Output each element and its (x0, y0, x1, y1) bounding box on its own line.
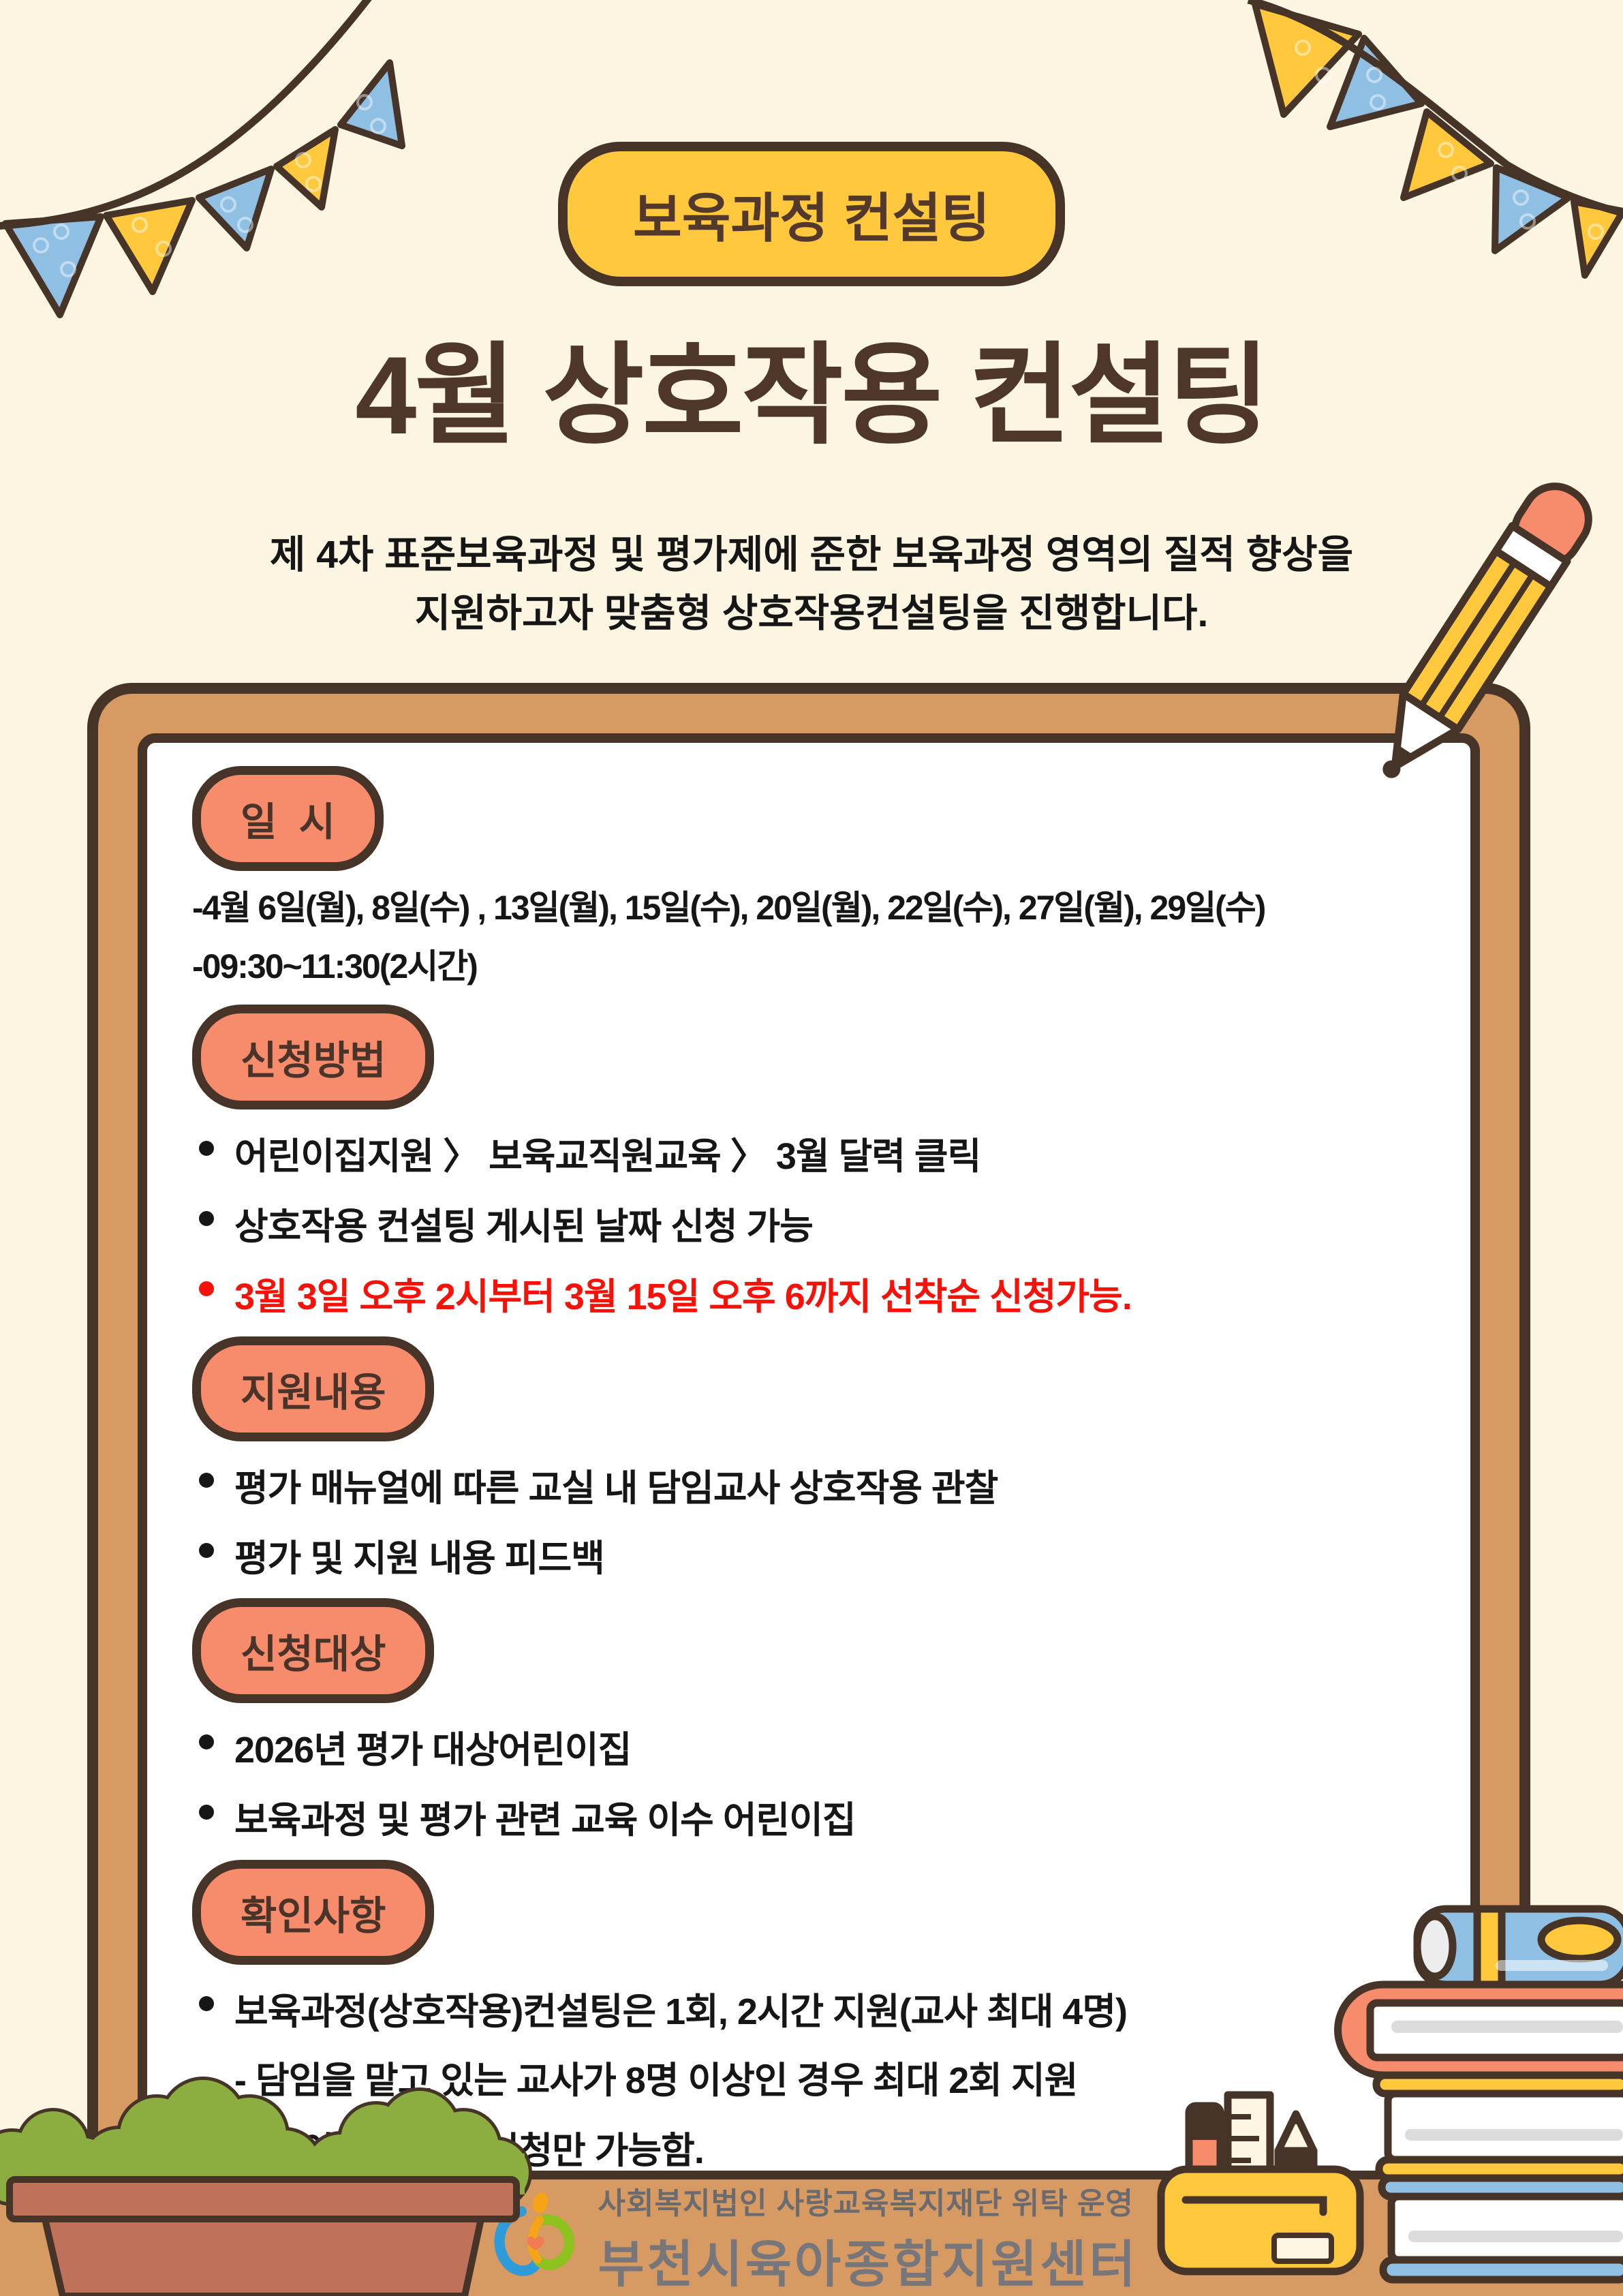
section-badge-apply: 신청방법 (192, 1005, 435, 1109)
bullet-sub-item: - 담임을 맡고 있는 교사가 8명 이상인 경우 최대 2회 지원 (234, 2060, 1078, 2101)
apply-deadline-text: 3월 3일 오후 2시부터 3월 15일 오후 6까지 선착순 신청가능. (234, 1276, 1132, 1317)
section-support: 지원내용 평가 매뉴얼에 따른 교실 내 담임교사 상호작용 관찰 평가 및 지… (192, 1336, 1425, 1582)
target-item-text: 보육과정 및 평가 관련 교육 이수 어린이집 (234, 1800, 856, 1841)
bullet-dot-icon (199, 1734, 214, 1749)
bullet-dot-icon (199, 1543, 214, 1558)
notes-item-text: 보육과정(상호작용)컨설팅은 1회, 2시간 지원(교사 최대 4명) (234, 1991, 1128, 2032)
bullet-item: 보육과정(상호작용)컨설팅은 1회, 2시간 지원(교사 최대 4명) (192, 1981, 1425, 2035)
section-badge-notes: 확인사항 (192, 1860, 435, 1965)
bullet-dot-icon (199, 1141, 214, 1156)
notes-item-text: 홈페이지를 통한 신청만 가능함. (234, 2130, 705, 2171)
apply-date-text: 상호작용 컨설팅 게시된 날짜 신청 가능 (234, 1206, 814, 1247)
apply-path-text: 어린이집지원 〉 보육교직원교육 〉 3월 달력 클릭 (234, 1136, 981, 1177)
whiteboard-surface: 일 시 -4월 6일(월), 8일(수) , 13일(월), 15일(수), 2… (138, 733, 1480, 2189)
schedule-time: -09:30~11:30(2시간) (192, 947, 478, 985)
bullet-dot-icon (199, 2135, 214, 2150)
schedule-dates: -4월 6일(월), 8일(수) , 13일(월), 15일(수), 20일(월… (192, 889, 1266, 927)
footer-center-name: 부천시육아종합지원센터 (598, 2236, 1139, 2293)
section-notes: 확인사항 보육과정(상호작용)컨설팅은 1회, 2시간 지원(교사 최대 4명)… (192, 1860, 1425, 2179)
category-badge: 보육과정 컨설팅 (558, 142, 1065, 286)
section-schedule: 일 시 -4월 6일(월), 8일(수) , 13일(월), 15일(수), 2… (192, 766, 1425, 988)
subtitle-line-2: 지원하고자 맞춤형 상호작용컨설팅을 진행합니다. (414, 591, 1209, 635)
center-logo-icon (493, 2192, 574, 2276)
bullet-item: 평가 매뉴얼에 따른 교실 내 담임교사 상호작용 관찰 (192, 1458, 1425, 1512)
section-badge-schedule: 일 시 (192, 766, 384, 871)
bullet-item: 보육과정 및 평가 관련 교육 이수 어린이집 (192, 1790, 1425, 1843)
footer-bar: 사회복지법인 사랑교육복지재단 위탁 운영 부천시육아종합지원센터 (0, 2171, 1623, 2296)
bunting-right-icon (1247, 0, 1623, 279)
bullet-dot-icon (199, 1211, 214, 1226)
bullet-item: 평가 및 지원 내용 피드백 (192, 1528, 1425, 1582)
bullet-dot-icon (199, 1996, 214, 2011)
subtitle: 제 4차 표준보육과정 및 평가제에 준한 보육과정 영역의 질적 향상을 지원… (0, 526, 1623, 643)
bullet-dot-icon (199, 1805, 214, 1820)
section-target: 신청대상 2026년 평가 대상어린이집 보육과정 및 평가 관련 교육 이수 … (192, 1598, 1425, 1843)
whiteboard-frame: 일 시 -4월 6일(월), 8일(수) , 13일(월), 15일(수), 2… (87, 683, 1530, 2219)
footer-operator-text: 사회복지법인 사랑교육복지재단 위탁 운영 (598, 2187, 1134, 2220)
page-title: 4월 상호작용 컨설팅 (355, 334, 1269, 457)
support-item-text: 평가 매뉴얼에 따른 교실 내 담임교사 상호작용 관찰 (234, 1468, 998, 1509)
support-item-text: 평가 및 지원 내용 피드백 (234, 1538, 605, 1579)
section-badge-support: 지원내용 (192, 1336, 435, 1441)
bullet-item: 어린이집지원 〉 보육교직원교육 〉 3월 달력 클릭 (192, 1126, 1425, 1180)
bullet-item: 3월 3일 오후 2시부터 3월 15일 오후 6까지 선착순 신청가능. (192, 1266, 1425, 1320)
bullet-item: 홈페이지를 통한 신청만 가능함. (192, 2120, 1425, 2174)
subtitle-line-1: 제 4차 표준보육과정 및 평가제에 준한 보육과정 영역의 질적 향상을 (269, 533, 1354, 577)
bullet-dot-icon (199, 1281, 214, 1296)
section-badge-target: 신청대상 (192, 1598, 435, 1703)
target-item-text: 2026년 평가 대상어린이집 (234, 1730, 632, 1771)
bunting-left-icon (0, 0, 405, 318)
bullet-dot-icon (199, 1473, 214, 1488)
bullet-item: 2026년 평가 대상어린이집 (192, 1719, 1425, 1773)
bullet-item: 상호작용 컨설팅 게시된 날짜 신청 가능 (192, 1196, 1425, 1250)
section-apply: 신청방법 어린이집지원 〉 보육교직원교육 〉 3월 달력 클릭 상호작용 컨설… (192, 1005, 1425, 1320)
